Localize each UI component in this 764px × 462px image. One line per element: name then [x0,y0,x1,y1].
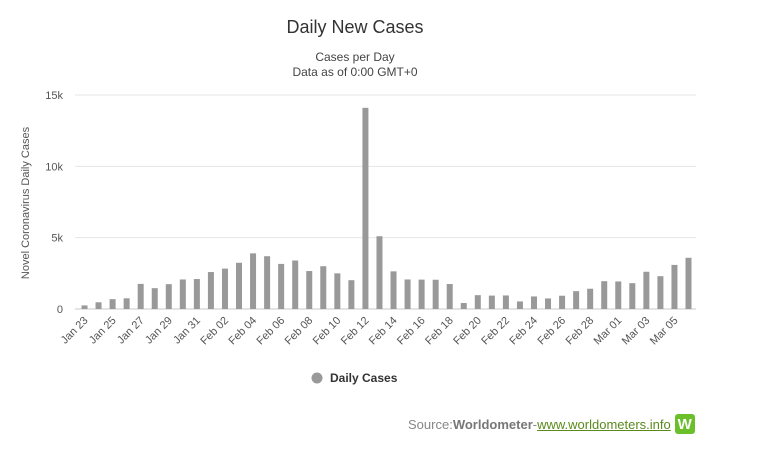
x-tick-label: Feb 12 [339,315,372,348]
bar[interactable] [95,302,102,309]
chart-title: Daily New Cases [286,17,423,37]
x-tick-label: Feb 26 [535,315,568,348]
bar[interactable] [137,283,144,309]
bar[interactable] [250,253,257,309]
bar[interactable] [109,299,116,309]
source-separator: - [532,416,538,432]
legend-label[interactable]: Daily Cases [330,371,398,385]
bar[interactable] [292,260,299,309]
y-tick-label: 0 [57,304,63,316]
y-tick-label: 10k [45,161,63,173]
bar[interactable] [193,279,200,309]
bar[interactable] [502,295,509,309]
bar[interactable] [404,279,411,309]
y-tick-label: 5k [51,233,63,245]
x-tick-label: Mar 01 [592,315,625,348]
bar[interactable] [348,280,355,309]
x-tick-label: Feb 24 [507,315,540,348]
bar[interactable] [671,264,678,309]
bar-series-daily-cases [81,107,692,309]
y-tick-label: 15k [45,90,63,102]
bar[interactable] [334,273,341,309]
bar[interactable] [278,263,285,309]
bar[interactable] [587,288,594,309]
chart-subtitle-line-2: Data as of 0:00 GMT+0 [292,65,417,79]
bar[interactable] [516,301,523,309]
source-prefix: Source: [408,416,453,432]
x-tick-label: Jan 23 [59,315,91,347]
x-tick-label: Feb 06 [255,315,288,348]
y-axis-label: Novel Coronavirus Daily Cases [20,126,32,279]
x-tick-label: Jan 29 [143,315,175,347]
bar[interactable] [559,295,566,309]
y-axis-ticks: 0 5k 10k 15k [45,90,63,316]
worldometer-logo-icon[interactable]: W [674,414,695,434]
x-tick-label: Feb 14 [367,315,400,348]
x-tick-label: Jan 27 [115,315,147,347]
bar[interactable] [236,262,243,309]
x-tick-label: Feb 16 [395,315,428,348]
legend-marker [311,372,323,384]
bar[interactable] [474,295,481,309]
bar[interactable] [165,284,172,309]
x-tick-label: Feb 20 [451,315,484,348]
bar[interactable] [601,281,608,309]
bar[interactable] [418,279,425,309]
chart-subtitle-line-1: Cases per Day [315,50,394,64]
bar[interactable] [81,305,88,309]
bar[interactable] [362,107,369,309]
gridlines [75,94,696,310]
x-tick-label: Feb 28 [564,315,597,348]
source-link[interactable]: www.worldometers.info [537,416,671,432]
bar[interactable] [221,268,228,309]
x-tick-label: Feb 08 [283,315,316,348]
bar[interactable] [643,271,650,309]
x-tick-label: Mar 03 [620,315,653,348]
bar[interactable] [545,298,552,309]
bar[interactable] [320,266,327,309]
x-tick-label: Feb 02 [198,315,231,348]
bar[interactable] [207,272,214,309]
x-tick-label: Feb 22 [479,315,512,348]
legend[interactable]: Daily Cases [311,371,398,385]
x-tick-label: Jan 25 [87,315,119,347]
bar[interactable] [488,295,495,309]
bar[interactable] [460,303,467,309]
bar[interactable] [432,279,439,309]
bar[interactable] [376,236,383,309]
bar[interactable] [573,291,580,309]
bar[interactable] [264,256,271,309]
bar[interactable] [615,281,622,309]
bar[interactable] [306,271,313,309]
x-tick-label: Mar 05 [648,315,681,348]
x-tick-label: Feb 18 [423,315,456,348]
x-tick-label: Jan 31 [171,315,203,347]
bar[interactable] [151,288,158,309]
bar[interactable] [179,279,186,309]
bar[interactable] [530,296,537,309]
bar[interactable] [685,257,692,309]
bar[interactable] [123,298,130,309]
source-credit: Source: Worldometer - www.worldometers.i… [408,414,695,434]
bar[interactable] [657,276,664,309]
bar[interactable] [446,284,453,309]
bar[interactable] [390,271,397,309]
bar[interactable] [629,283,636,309]
x-tick-label: Feb 04 [226,315,259,348]
source-brand: Worldometer [452,416,533,432]
x-tick-label: Feb 10 [311,315,344,348]
